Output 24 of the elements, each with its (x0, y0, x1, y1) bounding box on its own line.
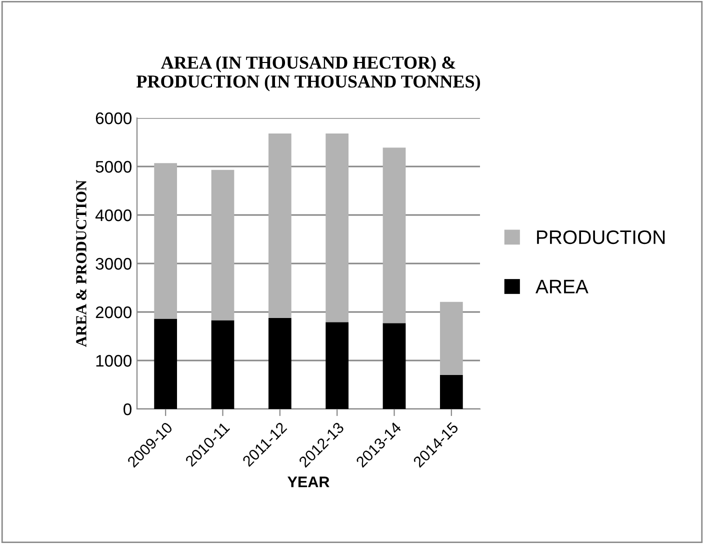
y-tick-label: 5000 (96, 160, 132, 173)
bar (268, 318, 292, 409)
bar (154, 163, 178, 319)
y-tick-label: 6000 (96, 112, 132, 124)
y-axis-title: AREA & PRODUCTION (76, 180, 86, 347)
y-tick-label: 0 (124, 403, 132, 416)
bar (440, 375, 463, 409)
y-tick-label: 4000 (95, 209, 132, 222)
bar (211, 170, 234, 320)
bar (268, 134, 292, 318)
chart-title: AREA (IN THOUSAND HECTOR) & PRODUCTION (IN THOUSAND TONNES) (136, 56, 480, 92)
legend-label: PRODUCTION (537, 230, 665, 244)
bar (211, 320, 234, 409)
bar (326, 134, 349, 322)
x-axis-title: YEAR (288, 476, 330, 488)
y-tick-label: 3000 (96, 258, 132, 270)
bar (326, 322, 349, 409)
bar (382, 148, 406, 324)
y-tick-label: 1000 (96, 354, 132, 367)
bar (154, 318, 178, 409)
bar (382, 323, 406, 409)
y-tick-label: 2000 (96, 306, 132, 318)
legend-label: AREA (536, 280, 588, 294)
bar (440, 302, 463, 376)
